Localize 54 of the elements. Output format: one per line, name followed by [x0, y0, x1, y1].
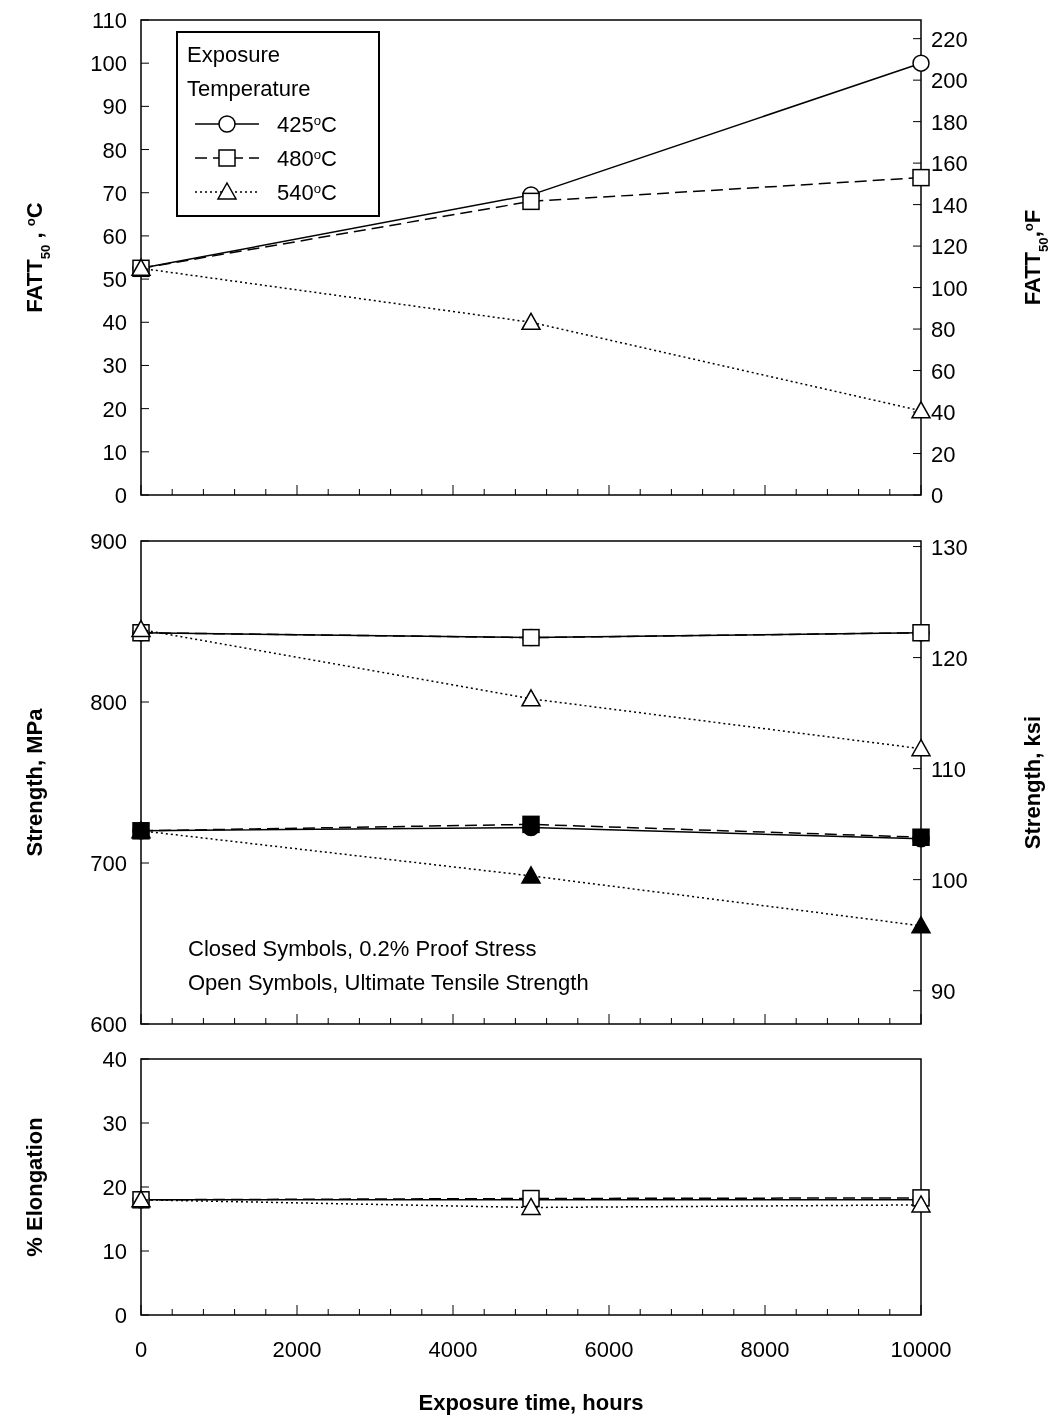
- y-tick-label: 20: [102, 1175, 127, 1200]
- y2-tick-label: 200: [931, 68, 968, 94]
- y-tick-label: 50: [102, 267, 127, 293]
- y2-tick-label: 40: [931, 400, 956, 426]
- y-tick-label: 800: [90, 690, 127, 715]
- legend-label: 480$^{o}$C: [277, 146, 338, 171]
- y2-tick-label: 60: [931, 358, 956, 384]
- y2-axis-title: Strength, ksi: [1020, 715, 1045, 850]
- x-tick-label: 4000: [428, 1337, 478, 1362]
- y-tick-label: 20: [102, 396, 127, 422]
- y2-tick-label: 90: [931, 978, 956, 1004]
- y-tick-label: 900: [90, 529, 127, 554]
- y2-tick-label: 120: [931, 645, 968, 671]
- y-axis-title: Strength, MPa: [22, 707, 47, 857]
- y2-tick-label: 130: [931, 534, 968, 560]
- y-tick-label: 70: [102, 180, 127, 206]
- y2-tick-label: 20: [931, 441, 956, 467]
- legend-label: 540$^{o}$C: [277, 180, 338, 205]
- y-tick-label: 30: [102, 1111, 127, 1136]
- y2-tick-label: 80: [931, 317, 956, 343]
- y-axis-title: % Elongation: [22, 1117, 47, 1257]
- annotation: Open Symbols, Ultimate Tensile Strength: [188, 970, 589, 995]
- x-tick-label: 8000: [740, 1337, 790, 1362]
- y-tick-label: 60: [102, 223, 127, 249]
- y-tick-label: 40: [102, 1047, 127, 1072]
- y2-tick-label: 0: [931, 483, 944, 508]
- y-tick-label: 700: [90, 851, 127, 876]
- y2-tick-label: 160: [931, 151, 968, 177]
- y2-tick-label: 140: [931, 192, 968, 218]
- x-tick-label: 0: [134, 1337, 148, 1362]
- y2-tick-label: 100: [931, 867, 968, 893]
- y-tick-label: 600: [90, 1012, 127, 1037]
- y-tick-label: 0: [114, 1303, 127, 1328]
- y-tick-label: 90: [102, 94, 127, 120]
- y-tick-label: 100: [90, 51, 127, 77]
- y-tick-label: 110: [91, 8, 127, 33]
- y-tick-label: 30: [102, 353, 127, 379]
- x-tick-label: 10000: [890, 1337, 952, 1362]
- legend-title: Exposure Temperature: [187, 42, 311, 101]
- annotation: Closed Symbols, 0.2% Proof Stress: [188, 936, 537, 961]
- y-tick-label: 80: [102, 137, 127, 163]
- y2-tick-label: 100: [931, 275, 968, 301]
- legend-label: 425$^{o}$C: [277, 112, 338, 137]
- x-tick-label: 6000: [584, 1337, 634, 1362]
- y-tick-label: 40: [102, 310, 127, 336]
- y-tick-label: 10: [102, 1239, 127, 1264]
- y-tick-label: 10: [102, 439, 127, 465]
- y-tick-label: 0: [114, 483, 127, 508]
- y2-tick-label: 110: [931, 756, 967, 782]
- y2-tick-label: 180: [931, 109, 968, 135]
- y2-tick-label: 220: [931, 26, 968, 52]
- x-axis-title: Exposure time, hours: [418, 1390, 644, 1415]
- y2-tick-label: 120: [931, 234, 968, 260]
- x-tick-label: 2000: [272, 1337, 322, 1362]
